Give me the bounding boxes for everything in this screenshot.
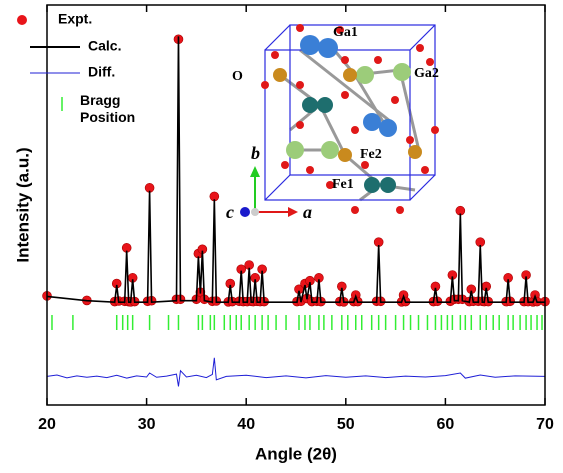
axis-label-b: b [251, 143, 260, 163]
series-line [46, 36, 545, 304]
legend-label: Bragg Position [80, 92, 136, 125]
atom-label: O [232, 69, 243, 84]
legend-marker [17, 15, 27, 25]
x-tick-label: 60 [437, 416, 455, 433]
plot-frame [46, 4, 546, 406]
series [42, 34, 550, 307]
x-tick-label: 50 [337, 416, 355, 433]
x-axis-label: Angle (2θ) [255, 444, 337, 463]
unit-cell [264, 24, 436, 201]
legend-label: Calc. [88, 38, 121, 54]
axis-label-a: a [303, 202, 312, 222]
axis-label-c: c [226, 202, 234, 222]
x-tick-label: 30 [138, 416, 156, 433]
y-axis-label: Intensity (a.u.) [13, 147, 32, 262]
legend-label: Diff. [88, 64, 115, 80]
series-line [46, 357, 546, 387]
series [51, 315, 543, 330]
legend-label: Expt. [58, 11, 92, 27]
x-tick-label: 40 [237, 416, 255, 433]
series [46, 357, 546, 387]
axis-triad [240, 166, 298, 217]
atom-label: Ga2 [414, 66, 439, 81]
x-tick-label: 70 [536, 416, 554, 433]
atom-label: Fe2 [360, 147, 382, 162]
series [46, 36, 545, 304]
atoms [261, 24, 439, 214]
x-tick-label: 20 [38, 416, 56, 433]
atom-label: Ga1 [333, 25, 358, 40]
plot-area [42, 34, 550, 387]
atom-label: Fe1 [332, 177, 354, 192]
